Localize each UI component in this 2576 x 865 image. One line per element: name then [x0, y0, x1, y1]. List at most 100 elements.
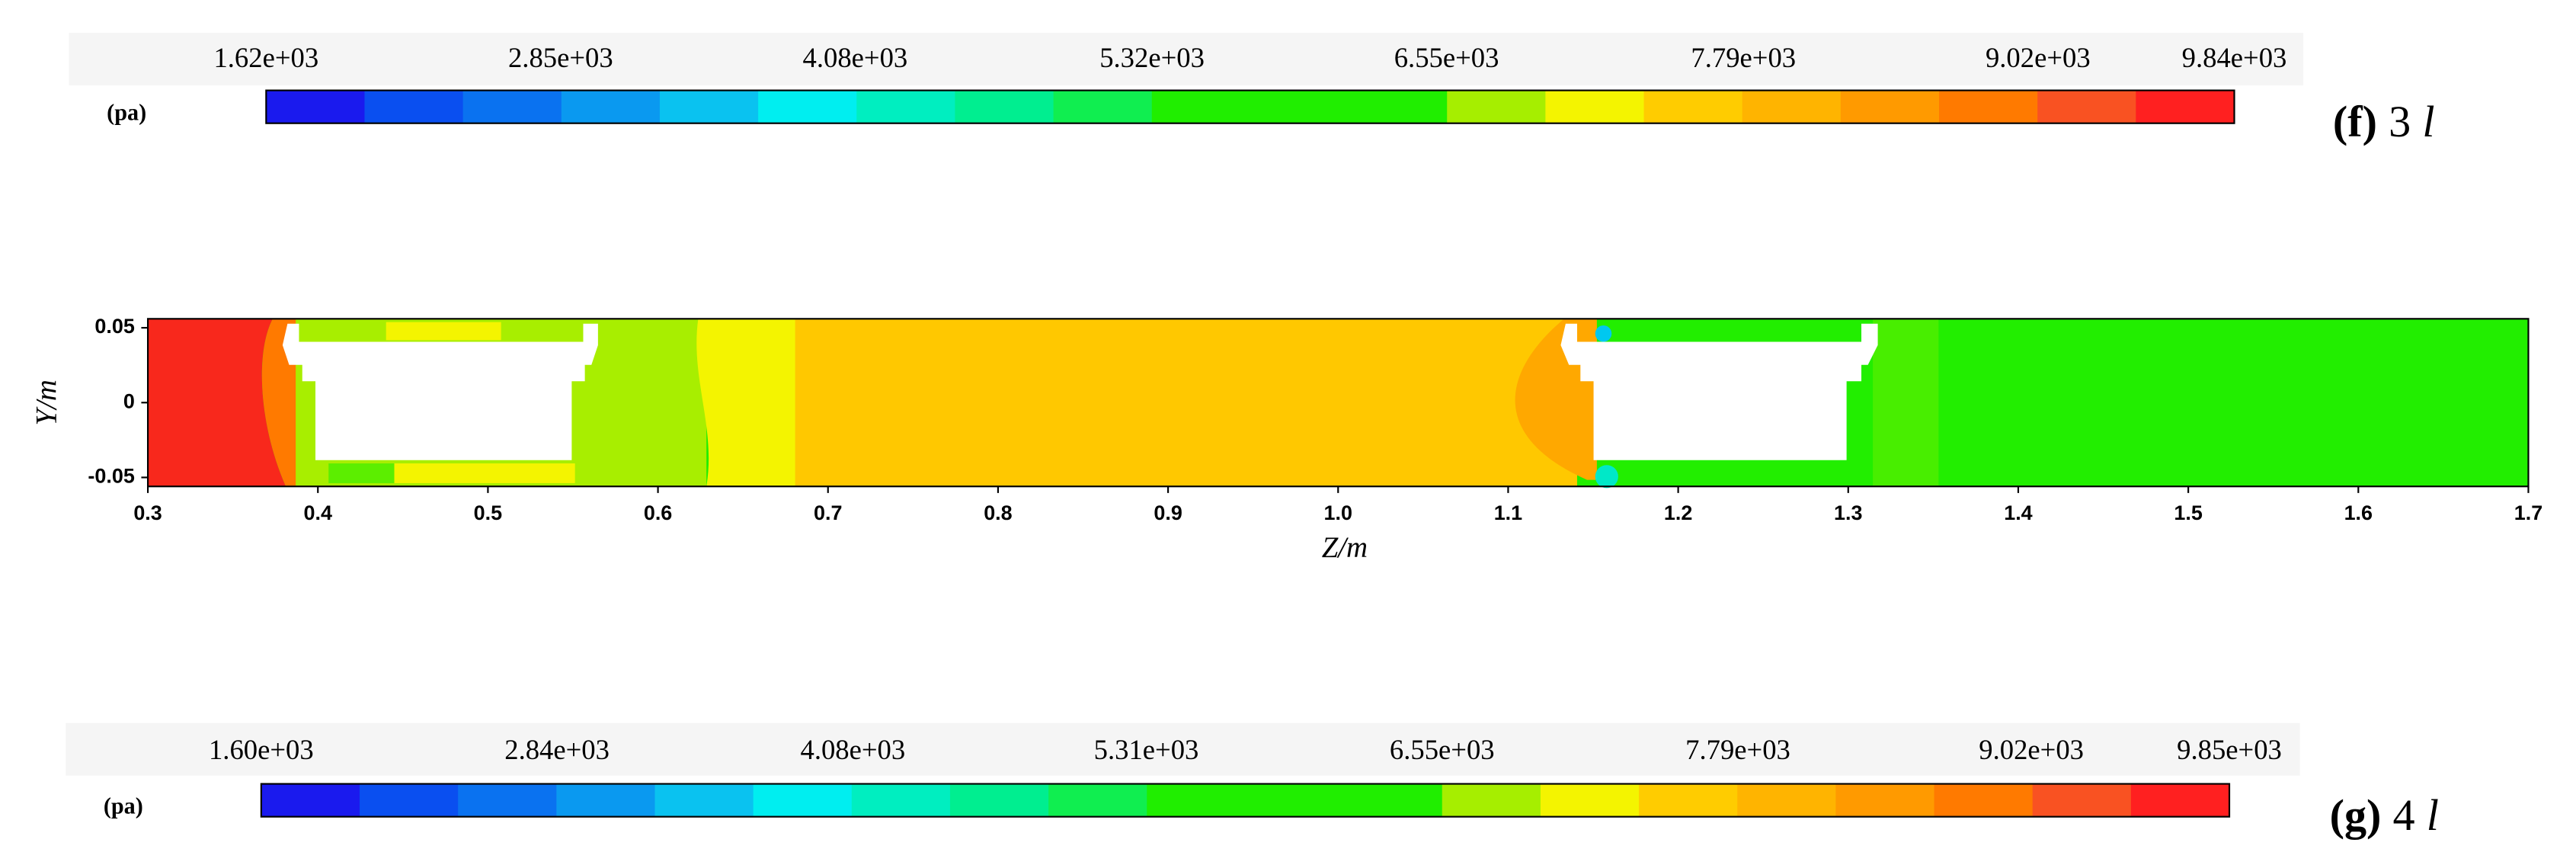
tick-label: 1.60e+03	[209, 734, 314, 765]
region	[261, 319, 296, 487]
color-segment	[1349, 90, 1448, 123]
color-segment	[753, 783, 853, 817]
x-tick-label: 1.5	[2174, 501, 2202, 524]
color-segment	[1540, 783, 1640, 817]
color-segment	[1343, 783, 1443, 817]
color-segment	[1442, 783, 1541, 817]
tick-label: 9.84e+03	[2182, 42, 2287, 73]
tick-label: 1.62e+03	[213, 42, 318, 73]
tick-label: 9.85e+03	[2177, 734, 2282, 765]
x-tick-label: 1.0	[1324, 501, 1352, 524]
x-tick-label: 1.2	[1664, 501, 1692, 524]
color-segment	[1643, 90, 1743, 123]
region	[394, 463, 575, 483]
tick-label: 6.55e+03	[1390, 734, 1495, 765]
x-tick-label: 1.7	[2514, 501, 2542, 524]
region	[328, 463, 395, 483]
tick-label: 4.08e+03	[801, 734, 906, 765]
color-segment	[955, 90, 1054, 123]
x-tick-label: 1.4	[2004, 501, 2032, 524]
x-tick-label: 0.6	[644, 501, 672, 524]
caption-unit: l	[2422, 97, 2434, 146]
unit-label: (pa)	[104, 793, 143, 819]
tick-label: 7.79e+03	[1685, 734, 1790, 765]
region	[696, 319, 802, 487]
region	[795, 319, 1577, 487]
caption-value: 4	[2393, 790, 2415, 840]
color-segment	[1147, 783, 1246, 817]
y-tick-label: 0	[123, 389, 135, 412]
panel-letter: (g)	[2330, 790, 2382, 840]
color-segment	[949, 783, 1049, 817]
y-axis-label: Y/m	[30, 380, 62, 425]
x-tick-label: 0.7	[814, 501, 842, 524]
color-segment	[1447, 90, 1547, 123]
region	[1595, 325, 1612, 342]
color-segment	[261, 783, 360, 817]
x-tick-label: 0.5	[474, 501, 502, 524]
color-segment	[1737, 783, 1837, 817]
x-tick-label: 1.1	[1494, 501, 1522, 524]
color-segment	[2130, 783, 2230, 817]
y-tick-label: 0.05	[94, 315, 134, 338]
panel-caption: (g) 4 l	[2330, 790, 2439, 840]
color-segment	[1840, 90, 1940, 123]
x-tick-label: 0.4	[304, 501, 332, 524]
tick-label: 4.08e+03	[803, 42, 908, 73]
caption-unit: l	[2427, 790, 2439, 840]
color-segment	[561, 90, 661, 123]
color-segment	[1048, 783, 1147, 817]
region	[1595, 465, 1618, 489]
stage: 1.62e+03 2.85e+03 4.08e+03 5.32e+03 6.55e+03…	[30, 33, 2542, 840]
color-segment	[1934, 783, 2034, 817]
tick-label: 7.79e+03	[1691, 42, 1796, 73]
x-tick-label: 1.6	[2344, 501, 2373, 524]
backdrop	[66, 722, 2300, 776]
panel-caption: (f) 3 l	[2333, 97, 2435, 146]
color-segment	[654, 783, 754, 817]
color-segment	[1245, 783, 1345, 817]
obstacle	[282, 323, 598, 460]
tick-label: 2.84e+03	[504, 734, 610, 765]
tick-label: 9.02e+03	[1986, 42, 2091, 73]
y-tick-label: -0.05	[88, 465, 134, 488]
color-segment	[1250, 90, 1349, 123]
color-segment	[758, 90, 857, 123]
color-segment	[856, 90, 956, 123]
x-tick-label: 0.9	[1154, 501, 1182, 524]
contour-field	[146, 318, 2530, 489]
axes: 0.3 0.4 0.5 0.6 0.7 0.8 0.9 1.0 1.1 1.2 1.3 1.4 1.5 1…	[30, 315, 2542, 564]
colorbar-frame	[260, 783, 2231, 818]
x-tick-label: 1.3	[1834, 501, 1862, 524]
tick-label: 6.55e+03	[1394, 42, 1499, 73]
x-axis-label: Z/m	[1322, 531, 1368, 564]
color-segment	[556, 783, 656, 817]
color-segment	[1151, 90, 1251, 123]
colorbar: 1.62e+03 2.85e+03 4.08e+03 5.32e+03 6.55e+03…	[107, 42, 2434, 146]
x-tick-label: 0.8	[984, 501, 1012, 524]
color-segment	[2037, 90, 2136, 123]
color-segment	[1053, 90, 1153, 123]
color-segment	[364, 90, 464, 123]
color-segment	[266, 90, 366, 123]
color-segment	[360, 783, 459, 817]
color-segment	[1639, 783, 1738, 817]
tick-label: 5.32e+03	[1099, 42, 1205, 73]
color-segment	[2032, 783, 2132, 817]
tick-label: 9.02e+03	[1979, 734, 2084, 765]
color-segment	[458, 783, 557, 817]
color-segment	[851, 783, 951, 817]
region	[1873, 319, 1939, 487]
backdrop	[69, 33, 2304, 86]
region	[386, 322, 501, 341]
region	[148, 319, 286, 487]
color-segment	[1545, 90, 1645, 123]
obstacle	[1560, 323, 1878, 460]
color-segment	[462, 90, 562, 123]
color-segment	[2136, 90, 2235, 123]
tick-label: 5.31e+03	[1094, 734, 1199, 765]
tick-label: 2.85e+03	[508, 42, 613, 73]
caption-value: 3	[2389, 97, 2411, 146]
x-tick-label: 0.3	[133, 501, 162, 524]
